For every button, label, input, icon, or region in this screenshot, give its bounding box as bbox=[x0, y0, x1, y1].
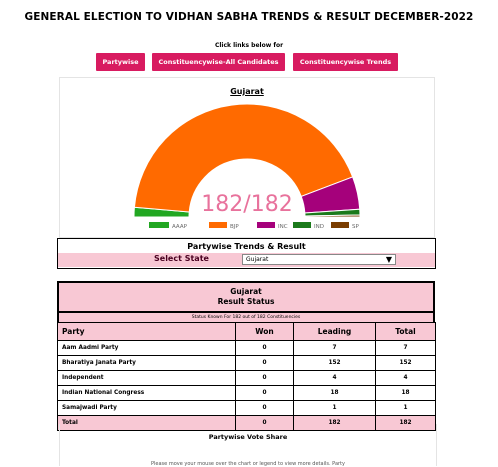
column-header-party: Party bbox=[57, 322, 236, 341]
total-count: 4 bbox=[375, 370, 436, 386]
total-count: 7 bbox=[375, 340, 436, 356]
total-count: 152 bbox=[375, 355, 436, 371]
vote-share-note: Please move your mouse over the chart or… bbox=[151, 461, 345, 467]
won-count: 0 bbox=[235, 340, 294, 356]
legend-label-inc[interactable]: INC bbox=[278, 224, 288, 230]
result-heading-block: Gujarat Result Status bbox=[57, 281, 435, 313]
party-name: Indian National Congress bbox=[57, 385, 236, 401]
column-header-total: Total bbox=[375, 322, 436, 341]
page-title: GENERAL ELECTION TO VIDHAN SABHA TRENDS … bbox=[24, 11, 474, 23]
constituencywise-all-candidates-button[interactable]: Constituencywise-All Candidates bbox=[152, 53, 285, 71]
partywise-chart-panel: Gujarat AAAP BJP INC IND SP 182/182 bbox=[59, 77, 435, 238]
table-row[interactable]: Bharatiya Janata Party 0 152 152 bbox=[57, 355, 436, 371]
party-name: Aam Aadmi Party bbox=[57, 340, 236, 356]
total-total: 182 bbox=[375, 415, 436, 431]
chart-title: Gujarat bbox=[230, 87, 264, 96]
constituencywise-trends-button[interactable]: Constituencywise Trends bbox=[293, 53, 398, 71]
table-header-row: Party Won Leading Total bbox=[57, 322, 436, 341]
total-label: Total bbox=[57, 415, 236, 431]
party-name: Bharatiya Janata Party bbox=[57, 355, 236, 371]
won-count: 0 bbox=[235, 400, 294, 416]
leading-count: 1 bbox=[293, 400, 376, 416]
party-name: Samajwadi Party bbox=[57, 400, 236, 416]
legend-label-aaap[interactable]: AAAP bbox=[172, 224, 188, 230]
total-count: 1 bbox=[375, 400, 436, 416]
legend-swatch-bjp[interactable] bbox=[209, 222, 227, 228]
state-select[interactable]: Gujarat ▼ bbox=[242, 254, 396, 265]
won-count: 0 bbox=[235, 355, 294, 371]
won-count: 0 bbox=[235, 385, 294, 401]
result-state-name: Gujarat bbox=[230, 287, 262, 296]
state-select-value: Gujarat bbox=[246, 256, 269, 263]
result-heading: Result Status bbox=[217, 297, 275, 306]
partywise-trends-panel: Partywise Trends & Result Select State G… bbox=[57, 238, 436, 269]
click-links-label: Click links below for bbox=[214, 42, 284, 49]
table-total-row: Total 0 182 182 bbox=[57, 415, 436, 431]
table-row[interactable]: Independent 0 4 4 bbox=[57, 370, 436, 386]
legend-swatch-ind[interactable] bbox=[293, 222, 311, 228]
select-state-label: Select State bbox=[154, 254, 209, 263]
donut-slice-bjp[interactable] bbox=[133, 103, 354, 213]
legend-swatch-inc[interactable] bbox=[257, 222, 275, 228]
won-count: 0 bbox=[235, 370, 294, 386]
result-status-panel: Gujarat Result Status Status Known For 1… bbox=[57, 281, 436, 431]
vote-share-panel: Partywise Vote Share Please move your mo… bbox=[59, 424, 437, 467]
table-row[interactable]: Samajwadi Party 0 1 1 bbox=[57, 400, 436, 416]
leading-count: 18 bbox=[293, 385, 376, 401]
party-name: Independent bbox=[57, 370, 236, 386]
legend-label-sp[interactable]: SP bbox=[352, 224, 359, 230]
result-table: Party Won Leading Total Aam Aadmi Party … bbox=[57, 322, 436, 431]
table-row[interactable]: Aam Aadmi Party 0 7 7 bbox=[57, 340, 436, 356]
leading-count: 152 bbox=[293, 355, 376, 371]
legend-label-bjp[interactable]: BJP bbox=[230, 224, 239, 230]
chart-center-label: 182/182 bbox=[201, 192, 293, 217]
state-selector-row: Select State Gujarat ▼ bbox=[58, 253, 435, 267]
table-row[interactable]: Indian National Congress 0 18 18 bbox=[57, 385, 436, 401]
leading-count: 4 bbox=[293, 370, 376, 386]
partywise-button[interactable]: Partywise bbox=[96, 53, 145, 71]
vote-share-title: Partywise Vote Share bbox=[208, 433, 288, 441]
total-count: 18 bbox=[375, 385, 436, 401]
trends-heading: Partywise Trends & Result bbox=[187, 242, 306, 251]
total-leading: 182 bbox=[293, 415, 376, 431]
chevron-down-icon: ▼ bbox=[385, 255, 392, 264]
column-header-won: Won bbox=[235, 322, 294, 341]
donut-slice-sp[interactable] bbox=[304, 214, 361, 218]
legend-swatch-sp[interactable] bbox=[331, 222, 349, 228]
seat-donut-chart[interactable]: AAAP BJP INC IND SP bbox=[60, 78, 434, 237]
legend-label-ind[interactable]: IND bbox=[314, 224, 324, 230]
column-header-leading: Leading bbox=[293, 322, 376, 341]
leading-count: 7 bbox=[293, 340, 376, 356]
legend-swatch-aaap[interactable] bbox=[149, 222, 169, 228]
status-known-text: Status Known For 182 out of 182 Constitu… bbox=[57, 313, 435, 322]
